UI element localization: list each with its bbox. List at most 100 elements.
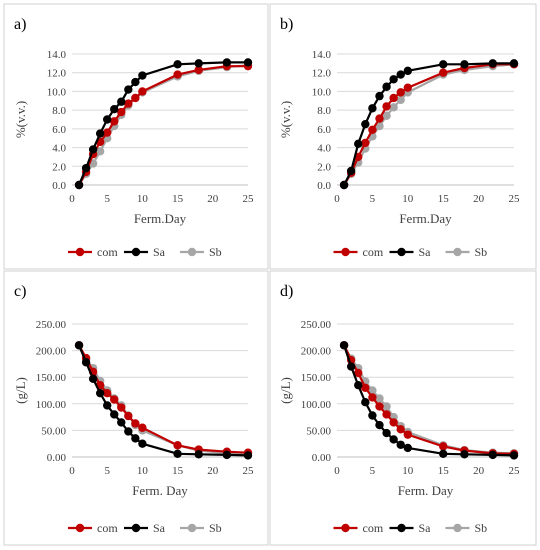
- data-point: [361, 119, 370, 129]
- data-point: [368, 386, 377, 395]
- data-point: [396, 95, 405, 105]
- series-line: [343, 63, 515, 186]
- y-tick-label: 0.0: [317, 180, 331, 192]
- y-tick-label: 14.0: [47, 49, 67, 61]
- series-com: [74, 61, 253, 190]
- data-point: [382, 402, 391, 411]
- legend-label: Sa: [153, 245, 166, 259]
- x-tick-label: 15: [172, 193, 184, 205]
- panel-label: c): [14, 283, 26, 300]
- data-point: [81, 358, 91, 367]
- data-point: [375, 402, 384, 411]
- y-tick-label: 10.0: [312, 86, 332, 98]
- data-point: [88, 374, 98, 383]
- data-point: [460, 450, 469, 459]
- y-tick-label: 2.0: [52, 161, 66, 173]
- x-tick-label: 20: [207, 193, 219, 205]
- data-point: [131, 77, 140, 87]
- data-point: [243, 58, 253, 67]
- y-tick-label: 100.00: [301, 399, 332, 411]
- data-point: [368, 393, 377, 402]
- legend: com Sa Sb: [68, 245, 222, 259]
- series-Sa: [74, 58, 253, 190]
- series-Sa: [339, 341, 519, 460]
- legend-item-Sb: Sb: [180, 521, 222, 535]
- data-point: [396, 88, 405, 97]
- data-point: [368, 411, 377, 420]
- data-point: [382, 410, 391, 419]
- y-tick-label: 4.0: [317, 143, 331, 155]
- legend-label: Sb: [475, 521, 488, 535]
- legend-item-Sb: Sb: [445, 521, 488, 535]
- data-point: [439, 68, 448, 77]
- data-point: [95, 388, 105, 398]
- data-point: [103, 115, 112, 124]
- x-tick-label: 10: [137, 193, 149, 205]
- data-point: [488, 59, 497, 68]
- data-point: [88, 145, 98, 154]
- y-tick-label: 200.00: [36, 346, 67, 358]
- data-point: [396, 70, 405, 79]
- data-point: [403, 83, 412, 92]
- legend: com Sa Sb: [68, 521, 222, 535]
- data-point: [396, 425, 405, 434]
- data-point: [389, 75, 398, 84]
- legend-label: com: [97, 245, 118, 259]
- x-tick-label: 0: [69, 465, 75, 477]
- panel-label: a): [14, 16, 26, 33]
- legend-item-com: com: [68, 521, 118, 535]
- panel-label: d): [280, 283, 293, 300]
- data-point: [103, 388, 112, 398]
- data-point: [81, 163, 91, 173]
- legend-swatch-marker: [131, 247, 141, 257]
- y-axis-title: (g/L): [278, 377, 293, 404]
- chart-panel-4: 0.00 50.00 100.00 150.00 200.00 250.00 0 5 10 15 2…: [269, 270, 537, 546]
- data-point: [131, 93, 140, 103]
- legend-item-com: com: [333, 521, 384, 535]
- x-tick-label: 5: [104, 193, 110, 205]
- data-point: [403, 443, 412, 453]
- data-point: [354, 380, 363, 390]
- legend-swatch-marker: [187, 523, 197, 533]
- data-point: [396, 440, 405, 449]
- x-axis-title: Ferm. Day: [132, 483, 188, 498]
- x-tick-label: 5: [104, 465, 110, 477]
- y-tick-label: 0.0: [52, 180, 66, 192]
- y-tick-label: 8.0: [317, 105, 331, 117]
- y-tick-label: 12.0: [47, 68, 67, 80]
- data-point: [194, 65, 203, 75]
- data-point: [389, 93, 398, 103]
- x-tick-label: 0: [334, 465, 340, 477]
- panel-border: [3, 3, 269, 270]
- y-tick-label: 50.00: [41, 425, 66, 437]
- data-point: [375, 91, 384, 101]
- chart-panel-2: 0.0 2.0 4.0 6.0 8.0 10.0 12.0 14.0 0 5 10 15 20 25 Fer…: [269, 3, 537, 270]
- data-point: [95, 147, 105, 156]
- panel-border: [269, 3, 537, 270]
- data-point: [131, 419, 140, 428]
- data-point: [74, 341, 84, 350]
- data-point: [375, 114, 384, 123]
- data-point: [361, 383, 370, 393]
- data-point: [439, 442, 448, 451]
- legend-label: com: [363, 521, 384, 535]
- legend-item-com: com: [68, 245, 118, 259]
- series-Sa: [339, 59, 519, 190]
- legend-item-Sa: Sa: [124, 521, 166, 535]
- data-point: [138, 87, 147, 96]
- data-point: [460, 60, 469, 69]
- data-point: [173, 441, 182, 450]
- legend-swatch-marker: [453, 523, 462, 533]
- data-point: [131, 434, 140, 443]
- data-point: [368, 104, 377, 113]
- data-point: [173, 70, 182, 79]
- data-point: [194, 59, 203, 68]
- x-axis-title: Ferm.Day: [134, 211, 187, 226]
- panel-border: [269, 270, 537, 546]
- data-point: [403, 66, 412, 76]
- legend-label: Sb: [209, 521, 222, 535]
- x-tick-label: 5: [370, 465, 376, 477]
- y-tick-label: 12.0: [312, 68, 332, 80]
- data-point: [346, 362, 356, 371]
- data-point: [361, 398, 370, 407]
